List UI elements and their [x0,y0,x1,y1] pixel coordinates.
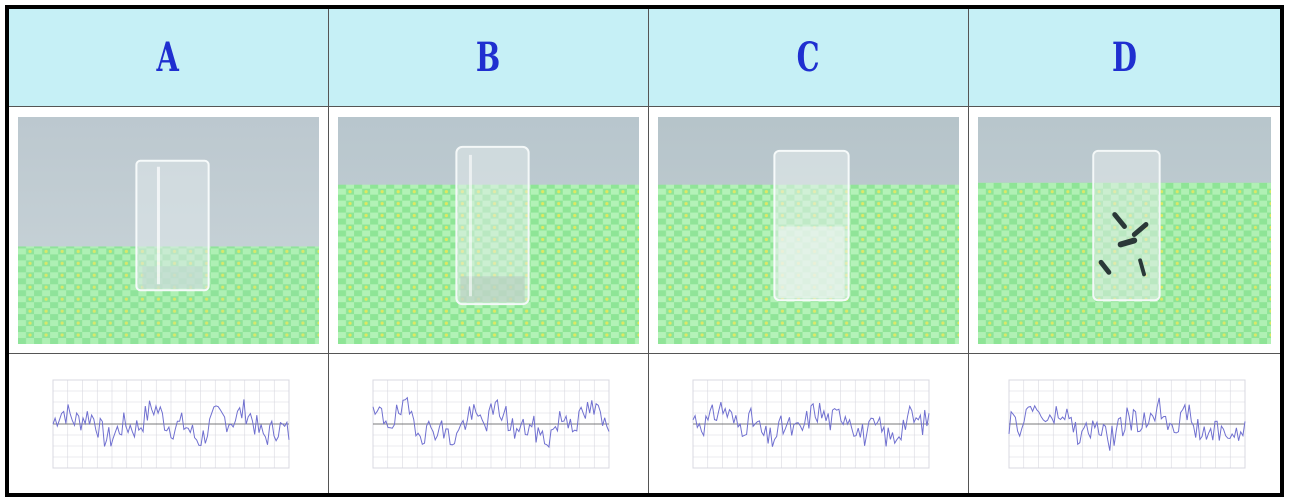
glass-photo-c [658,117,959,344]
comparison-table: A B C D [5,5,1284,497]
photo-cell-b [329,107,649,354]
photo-cell-d [969,107,1280,354]
waveform-line [692,401,929,447]
column-label-d: D [1111,34,1138,81]
column-header-a: A [9,9,329,107]
waveform-graph-a [52,379,289,468]
photo-cell-a [9,107,329,354]
glass-photo-a [18,117,319,344]
glass-photo-d [978,117,1271,344]
graph-cell-b [329,354,649,493]
waveform-line [52,398,289,447]
waveform-graph-b [372,379,609,468]
graph-cell-c [649,354,969,493]
glass-photo-b [338,117,639,344]
column-header-b: B [329,9,649,107]
graph-cell-a [9,354,329,493]
waveform-line [372,396,609,448]
column-label-c: C [796,34,821,81]
graph-cell-d [969,354,1280,493]
waveform-graph-d [1008,379,1245,468]
column-label-a: A [156,34,181,81]
column-header-c: C [649,9,969,107]
column-label-b: B [475,34,502,81]
photo-cell-c [649,107,969,354]
column-header-d: D [969,9,1280,107]
waveform-line [1008,397,1245,451]
waveform-graph-c [692,379,929,468]
